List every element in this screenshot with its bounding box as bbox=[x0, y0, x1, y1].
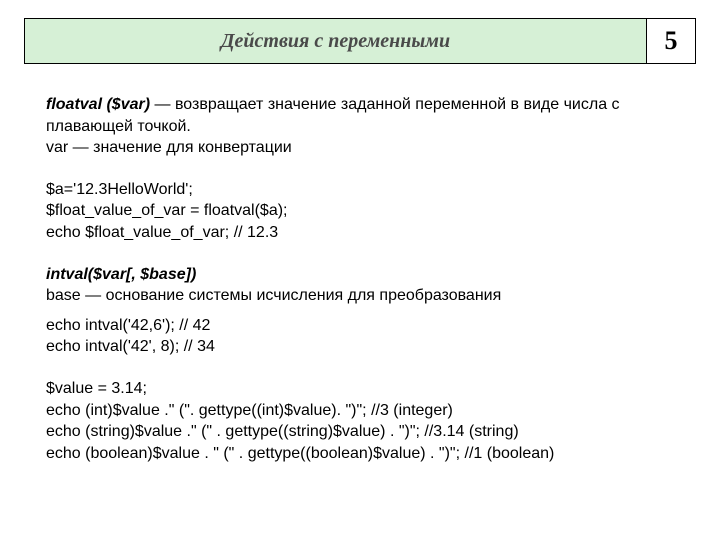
floatval-dash: — bbox=[150, 96, 175, 113]
code2-line2: echo intval('42', 8); // 34 bbox=[46, 336, 682, 358]
intval-desc: base — основание системы исчисления для … bbox=[46, 285, 682, 307]
slide-title: Действия с переменными bbox=[24, 18, 646, 64]
slide-content: floatval ($var) — возвращает значение за… bbox=[46, 94, 682, 464]
code1-line2: $float_value_of_var = floatval($a); bbox=[46, 200, 682, 222]
slide-number: 5 bbox=[646, 18, 696, 64]
code1-line1: $a='12.3HelloWorld'; bbox=[46, 179, 682, 201]
floatval-block: floatval ($var) — возвращает значение за… bbox=[46, 94, 682, 137]
intval-name: intval($var[, $base]) bbox=[46, 266, 196, 283]
code3-line2: echo (int)$value ." (". gettype((int)$va… bbox=[46, 400, 682, 422]
intval-block: intval($var[, $base]) bbox=[46, 264, 682, 286]
slide-header: Действия с переменными 5 bbox=[24, 18, 696, 64]
var-line: var — значение для конвертации bbox=[46, 137, 682, 159]
floatval-name: floatval ($var) bbox=[46, 96, 150, 113]
code3-line4: echo (boolean)$value . " (" . gettype((b… bbox=[46, 443, 682, 465]
code3-line1: $value = 3.14; bbox=[46, 378, 682, 400]
code2-line1: echo intval('42,6'); // 42 bbox=[46, 315, 682, 337]
code3-line3: echo (string)$value ." (" . gettype((str… bbox=[46, 421, 682, 443]
code1-line3: echo $float_value_of_var; // 12.3 bbox=[46, 222, 682, 244]
